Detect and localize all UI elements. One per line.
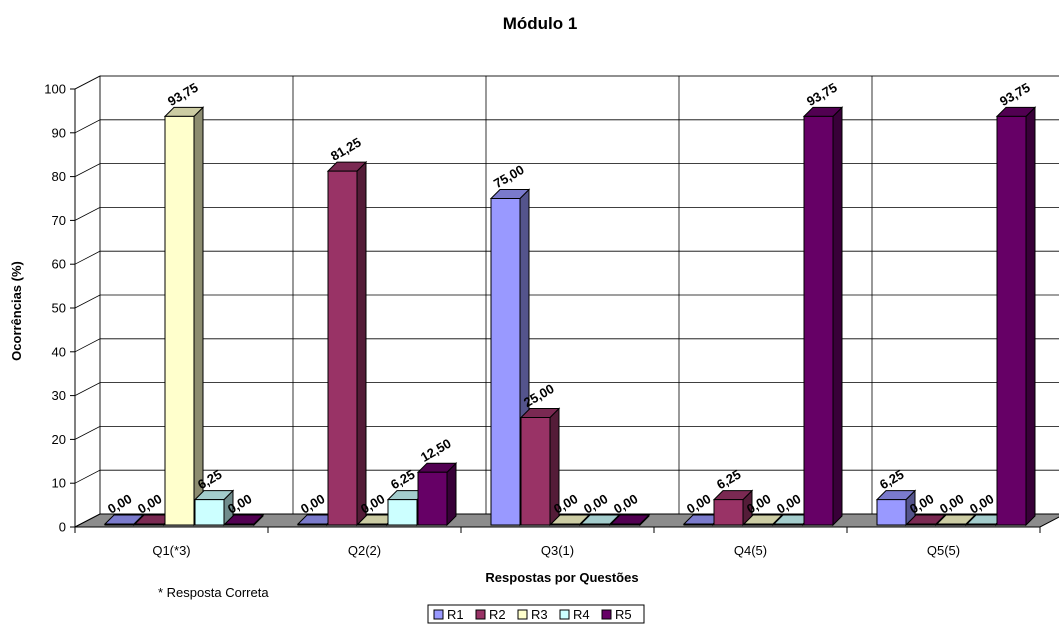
- bar: [875, 489, 917, 527]
- bar-side: [446, 462, 457, 527]
- y-axis-label: Ocorrências (%): [9, 261, 24, 361]
- bar: [609, 513, 651, 527]
- x-tick-label: Q5(5): [927, 543, 960, 558]
- bar-front: [743, 523, 774, 526]
- bar-front: [580, 523, 611, 526]
- bar-side: [1025, 106, 1036, 527]
- bar-front: [520, 417, 551, 526]
- bar-front: [490, 198, 521, 526]
- x-tick-label: Q2(2): [348, 543, 381, 558]
- bar-front: [387, 499, 418, 526]
- bar-front: [417, 471, 448, 526]
- bar-front: [773, 523, 804, 526]
- bar-front: [297, 523, 328, 526]
- bar: [995, 106, 1037, 527]
- bar-front: [134, 523, 165, 526]
- bar-front: [683, 523, 714, 526]
- footnote: * Resposta Correta: [158, 585, 269, 600]
- bar-front: [104, 523, 135, 526]
- bar-side: [832, 106, 843, 527]
- bar: [103, 513, 145, 527]
- plot-walls: [74, 75, 1059, 528]
- bar-front: [194, 499, 225, 526]
- chart-title: Módulo 1: [503, 14, 578, 33]
- bar: [519, 407, 561, 527]
- y-tick-label: 20: [52, 432, 66, 447]
- x-tick-label: Q3(1): [541, 543, 574, 558]
- bar-side: [356, 160, 367, 527]
- bar-front: [550, 523, 581, 526]
- y-tick-label: 40: [52, 344, 66, 359]
- bar-front: [357, 523, 388, 526]
- legend-label: R3: [531, 607, 548, 622]
- bar: [712, 489, 754, 527]
- bar: [326, 160, 368, 527]
- y-tick-label: 30: [52, 388, 66, 403]
- bar-front: [876, 499, 907, 526]
- legend-label: R4: [573, 607, 590, 622]
- x-tick-label: Q1(*3): [152, 543, 190, 558]
- legend-label: R2: [489, 607, 506, 622]
- bars: [103, 106, 1037, 527]
- legend-swatch: [601, 609, 612, 620]
- y-tick-label: 10: [52, 476, 66, 491]
- y-tick-label: 90: [52, 125, 66, 140]
- bar: [193, 489, 235, 527]
- legend-swatch: [559, 609, 570, 620]
- y-tick-label: 50: [52, 301, 66, 316]
- legend-swatch: [475, 609, 486, 620]
- bar: [163, 106, 205, 527]
- legend: R1 R2 R3 R4 R5: [427, 604, 645, 624]
- bar-front: [713, 499, 744, 526]
- bar-front: [224, 523, 255, 526]
- bar-front: [803, 115, 834, 526]
- x-axis-label: Respostas por Questões: [485, 570, 638, 585]
- bar: [223, 513, 265, 527]
- bar-front: [936, 523, 967, 526]
- legend-label: R5: [615, 607, 632, 622]
- bar: [416, 462, 458, 527]
- bar-front: [906, 523, 937, 526]
- axes: 0 10 20 30 40 50 60 70 80 90 100 Q1(*3) Q2(2) Q3(1) Q4…: [44, 82, 1041, 558]
- y-tick-label: 70: [52, 213, 66, 228]
- bar-front: [966, 523, 997, 526]
- y-tick-label: 80: [52, 169, 66, 184]
- y-tick-label: 60: [52, 257, 66, 272]
- y-tick-label: 100: [44, 82, 66, 97]
- y-tick-label: 0: [59, 520, 66, 535]
- bar-front: [996, 115, 1027, 526]
- bar-front: [164, 115, 195, 526]
- x-tick-label: Q4(5): [734, 543, 767, 558]
- legend-swatch: [517, 609, 528, 620]
- bar: [802, 106, 844, 527]
- legend-label: R1: [447, 607, 464, 622]
- bar-front: [327, 170, 358, 526]
- bar-side: [193, 106, 204, 527]
- legend-swatch: [433, 609, 444, 620]
- bar: [742, 513, 784, 527]
- bar-front: [610, 523, 641, 526]
